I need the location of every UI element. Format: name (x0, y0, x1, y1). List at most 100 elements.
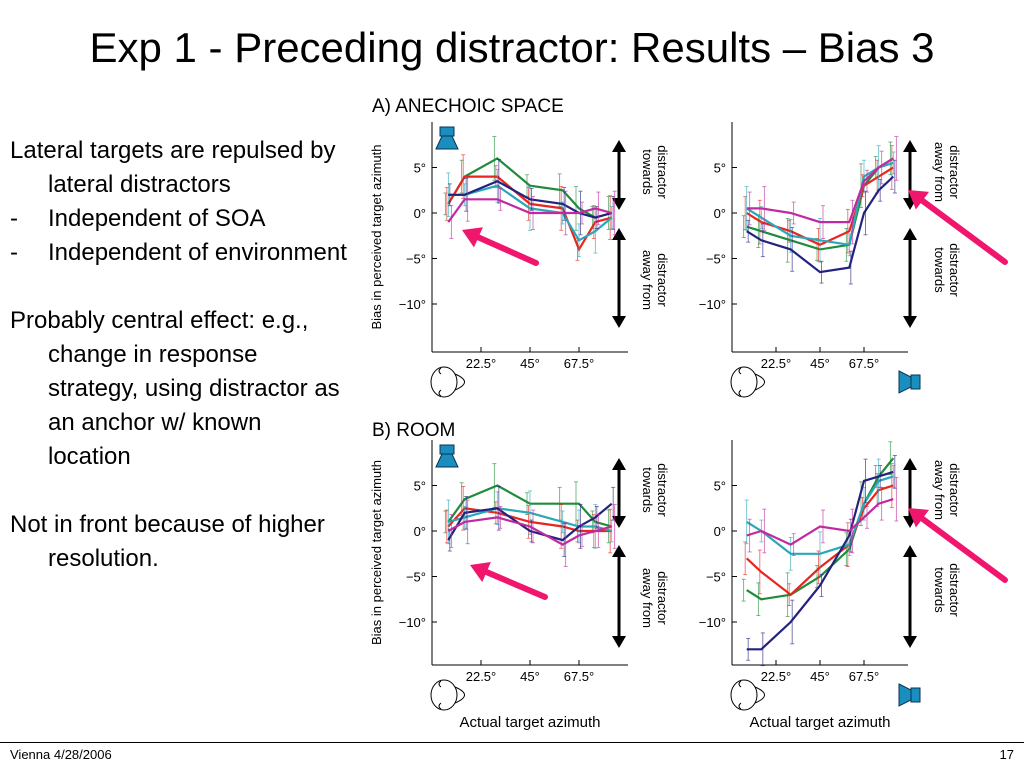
x-tick-label: 45° (520, 669, 540, 684)
chart-series-panel-3 (443, 463, 617, 567)
label-away-from-distractor-line: away from (932, 460, 947, 520)
speaker-icon (435, 126, 459, 150)
label-towards-distractor-line: towards (640, 149, 655, 195)
slide-title: Exp 1 - Preceding distractor: Results – … (89, 24, 935, 71)
data-point (863, 458, 868, 504)
data-point (747, 518, 752, 553)
chart-series-panel-1 (443, 136, 617, 261)
chart-panel-3: 5° 0° −5° −10° 22.5° 45° 67.5° Bias in perceive… (369, 440, 628, 731)
panel-title-room: B) ROOM (372, 420, 455, 441)
x-axis-title: Actual target azimuth (750, 714, 891, 731)
label-away-from-distractor-line: away from (640, 250, 655, 310)
data-point (528, 186, 532, 231)
bullet-not-in-front: Not in front because of higher resolutio… (10, 511, 325, 572)
data-point (498, 506, 503, 529)
double-arrow-icon (903, 545, 917, 648)
label-away-from-distractor-line: distractor (947, 145, 962, 199)
double-arrow-icon (612, 228, 626, 328)
y-tick-label: 5° (714, 161, 726, 176)
highlight-arrow-icon (470, 561, 548, 600)
data-point (879, 150, 884, 185)
speaker-icon (898, 370, 921, 394)
data-point (563, 190, 568, 236)
data-point (894, 476, 899, 522)
y-tick-label: 5° (414, 161, 426, 176)
data-point (894, 136, 899, 181)
bullet-list: Lateral targets are repulsed by lateral … (10, 134, 350, 576)
x-tick-label: 22.5° (466, 356, 497, 371)
y-tick-label: 0° (714, 206, 726, 221)
label-away-from-distractor: away from distractor (932, 460, 962, 520)
head-icon (430, 679, 465, 711)
data-point (790, 227, 795, 272)
data-point (788, 536, 793, 571)
data-point (559, 504, 564, 549)
double-arrow-icon (612, 545, 626, 648)
chart-panel-4: 5° 0° −5° −10° 22.5° 45° 67.5° Actual target az… (699, 440, 921, 731)
data-point (819, 260, 824, 284)
x-tick-label: 67.5° (849, 356, 880, 371)
panel-title-anechoic: A) ANECHOIC SPACE (372, 96, 564, 117)
data-point (865, 506, 869, 529)
data-point (612, 190, 617, 236)
label-towards-distractor-line: towards (640, 467, 655, 513)
label-towards-distractor: towards distractor (932, 563, 962, 617)
label-away-from-distractor: away from distractor (640, 250, 670, 310)
label-away-from-distractor-line: distractor (655, 253, 670, 307)
data-point (531, 509, 535, 544)
x-tick-label: 22.5° (466, 669, 497, 684)
x-tick-label: 67.5° (564, 669, 595, 684)
data-point (559, 186, 564, 231)
head-icon (430, 366, 465, 398)
series-line-1 (746, 457, 895, 601)
data-point (741, 578, 746, 602)
y-axis-title: Bias in perceived target azimuth (369, 460, 384, 645)
head-icon (730, 366, 765, 398)
label-away-from-distractor-line: distractor (655, 571, 670, 625)
series-line-3 (746, 475, 894, 555)
y-tick-label: −5° (406, 570, 426, 585)
series-line-2 (447, 175, 612, 252)
chart-series-panel-2 (741, 136, 899, 285)
data-point (785, 572, 790, 617)
data-point (819, 574, 824, 597)
data-point (596, 514, 601, 548)
x-axis-title: Actual target azimuth (460, 714, 601, 731)
data-point (790, 599, 795, 645)
series-line-5 (447, 516, 612, 546)
footer-date: Vienna 4/28/2006 (10, 747, 112, 762)
highlight-arrow-icon (908, 508, 1008, 583)
label-towards-distractor: towards distractor (640, 145, 670, 199)
data-point (762, 508, 767, 554)
label-towards-distractor-line: distractor (655, 463, 670, 517)
data-point (612, 504, 617, 549)
data-point (821, 205, 825, 239)
data-point (574, 186, 578, 231)
y-tick-label: −10° (699, 615, 726, 630)
series-line-4 (448, 179, 612, 219)
y-tick-label: 5° (714, 479, 726, 494)
data-point (449, 205, 454, 239)
y-tick-label: −10° (399, 615, 426, 630)
data-point (865, 169, 869, 193)
data-point (496, 486, 501, 531)
label-towards-distractor-line: towards (932, 567, 947, 613)
data-point (757, 549, 762, 595)
y-tick-label: 0° (714, 524, 726, 539)
label-towards-distractor-line: towards (932, 247, 947, 293)
data-point (760, 632, 765, 667)
chart-panel-1: 5° 0° −5° −10° 22.5° 45° 67.5° Bias in perceive… (369, 122, 628, 398)
label-towards-distractor: towards distractor (932, 243, 962, 297)
x-tick-label: 45° (520, 356, 540, 371)
data-point (580, 201, 584, 225)
label-towards-distractor: towards distractor (640, 463, 670, 517)
label-towards-distractor-line: distractor (947, 243, 962, 297)
data-point (791, 533, 796, 556)
y-axis-title: Bias in perceived target azimuth (369, 145, 384, 330)
y-tick-label: −10° (699, 297, 726, 312)
double-arrow-icon (612, 458, 626, 528)
page-number: 17 (999, 747, 1014, 762)
label-away-from-distractor-line: distractor (947, 463, 962, 517)
data-point (747, 191, 752, 226)
